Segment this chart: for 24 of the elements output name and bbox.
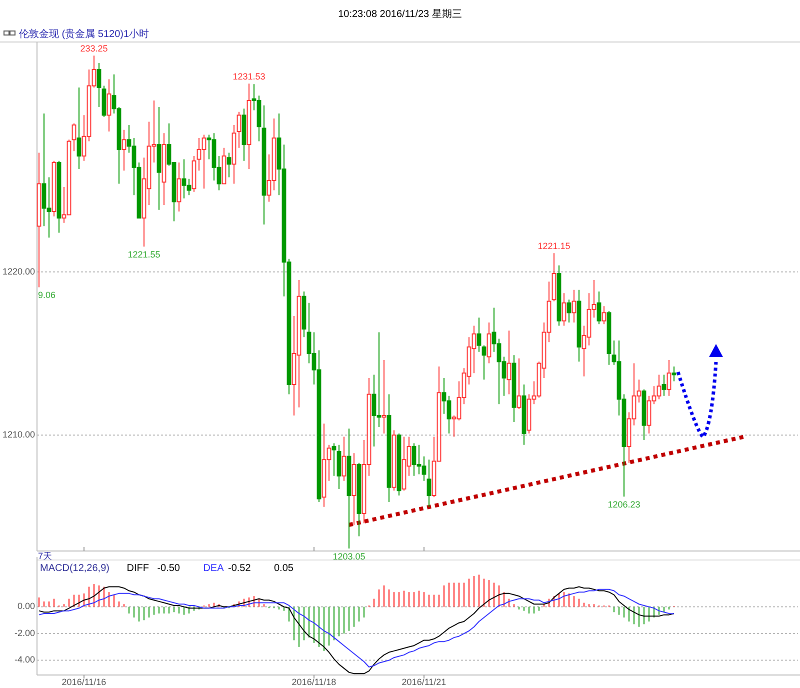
annotation: 1221.15 (538, 241, 570, 252)
y-tick-label: 0.00 (17, 601, 35, 612)
annotation: 1203.05 (332, 552, 366, 562)
series-label: DIFF (126, 563, 150, 574)
annotation: 7天 (38, 551, 52, 561)
annotation: 1221.55 (128, 250, 160, 260)
chart-title: MACD(12,26,9) (40, 563, 110, 574)
text: DEA (203, 563, 224, 574)
chart-subtitle: 伦敦金现 (贵金属 5120)1小时 (19, 28, 150, 40)
annotation: -0.50 (157, 563, 180, 574)
annotation: 9.06 (38, 290, 56, 300)
annotation: 1231.53 (232, 72, 266, 82)
y-tick-label: 1210.00 (2, 429, 35, 440)
y-tick-label: 1220.00 (2, 266, 35, 276)
x-tick-label: 2016/11/21 (402, 677, 446, 687)
x-tick-label: 2016/11/18 (292, 677, 336, 687)
annotation: 1206.23 (608, 500, 640, 510)
annotation: 233.25 (80, 44, 108, 54)
chart-title: 10:23:08 2016/11/23 星期三 (338, 8, 462, 20)
annotation: 0.05 (274, 563, 294, 574)
x-tick-label: 2016/11/16 (62, 677, 106, 687)
annotation: -0.52 (228, 563, 252, 574)
y-tick-label: -4.00 (14, 654, 35, 665)
y-tick-label: -2.00 (14, 628, 35, 638)
